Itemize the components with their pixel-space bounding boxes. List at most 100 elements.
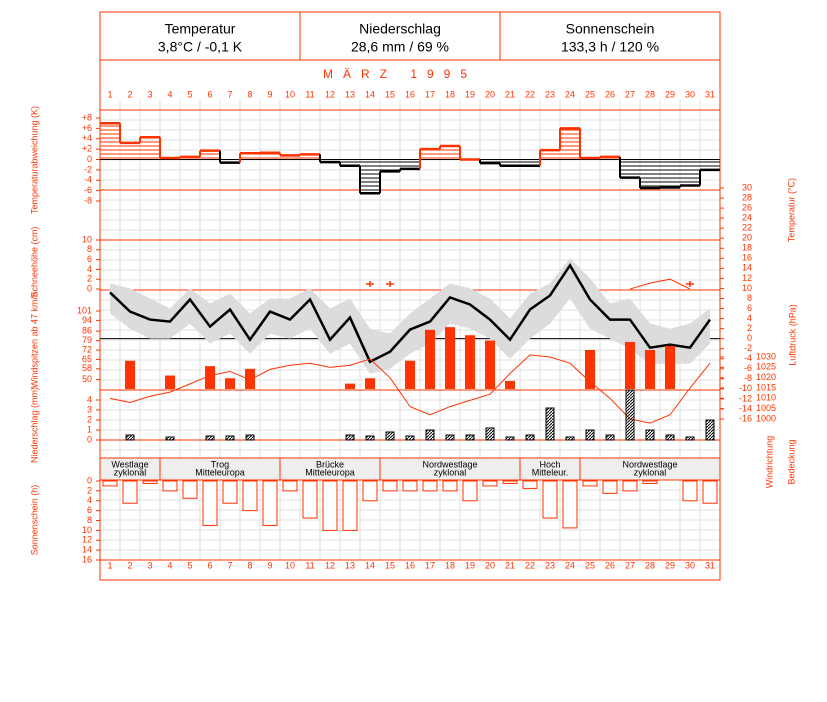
bar: [602, 480, 618, 494]
axis-title: Luftdruck (hPa): [787, 304, 797, 366]
weather-type-label: Hoch: [539, 459, 560, 469]
y-tick-label: 2: [87, 485, 92, 495]
y-tick-label: -4: [744, 353, 752, 363]
bar: [665, 345, 675, 389]
axis-title: Schneehöhe (cm): [29, 226, 39, 297]
deviation-bar: [120, 142, 140, 160]
weather-type-label: Mitteleuropa: [305, 467, 355, 477]
day-label: 20: [485, 89, 495, 99]
deviation-bar: [360, 159, 380, 194]
bar: [645, 429, 655, 441]
y-tick-label: 2: [87, 414, 92, 424]
bar: [682, 480, 698, 502]
y-tick-label: 1020: [756, 372, 776, 382]
day-label: 17: [425, 560, 435, 570]
day-label: 13: [345, 560, 355, 570]
y-tick-label: 6: [747, 303, 752, 313]
bar: [505, 380, 515, 389]
deviation-bar: [220, 159, 240, 163]
y-tick-label: 28: [742, 192, 752, 202]
y-tick-label: 0: [747, 333, 752, 343]
bar: [525, 434, 535, 441]
header-value: 28,6 mm / 69 %: [351, 39, 449, 55]
frame: [99, 11, 721, 581]
deviation-bar: [240, 153, 260, 160]
day-label: 4: [167, 560, 172, 570]
deviation-bar: [640, 159, 660, 189]
deviation-bar: [660, 159, 680, 188]
y-tick-label: 26: [742, 202, 752, 212]
y-tick-label: 65: [82, 354, 92, 364]
day-label: 24: [565, 89, 575, 99]
day-label: 15: [385, 89, 395, 99]
month-title: MÄRZ 1995: [323, 67, 477, 81]
day-label: 4: [167, 89, 172, 99]
deviation-bar: [520, 159, 540, 166]
y-tick-label: 1030: [756, 351, 776, 361]
bar: [242, 480, 258, 512]
y-tick-label: 0: [87, 434, 92, 444]
bar: [505, 436, 515, 441]
deviation-bar: [280, 155, 300, 160]
day-label: 5: [187, 560, 192, 570]
day-label: 10: [285, 89, 295, 99]
day-label: 12: [325, 560, 335, 570]
day-label: 30: [685, 560, 695, 570]
day-label: 31: [705, 89, 715, 99]
y-tick-label: 1005: [756, 403, 776, 413]
day-label: 18: [445, 560, 455, 570]
y-tick-label: 58: [82, 363, 92, 373]
axis-title: Temperaturabweichung (K): [29, 106, 39, 214]
weather-type-label: zyklonal: [434, 467, 467, 477]
deviation-bar: [340, 159, 360, 166]
day-label: 27: [625, 89, 635, 99]
y-tick-label: -8: [84, 195, 92, 205]
y-tick-label: -2: [744, 343, 752, 353]
day-label: 31: [705, 560, 715, 570]
bar: [665, 434, 675, 441]
day-label: 30: [685, 89, 695, 99]
day-label: 3: [147, 560, 152, 570]
day-label: 10: [285, 560, 295, 570]
deviation-bar: [100, 123, 120, 160]
bar: [125, 360, 135, 389]
weather-type-label: Mitteleur.: [532, 467, 569, 477]
deviation-bar: [560, 128, 580, 160]
bar: [625, 341, 635, 389]
y-tick-label: +2: [82, 144, 92, 154]
deviation-bar: [540, 150, 560, 160]
y-tick-label: 1: [87, 424, 92, 434]
data-line: [109, 262, 712, 364]
y-tick-label: 6: [87, 254, 92, 264]
weather-type-label: Trog: [211, 459, 229, 469]
bar: [245, 368, 255, 389]
y-tick-label: +4: [82, 133, 92, 143]
y-tick-label: 2: [87, 274, 92, 284]
y-tick-label: 1025: [756, 362, 776, 372]
day-label: 28: [645, 560, 655, 570]
y-tick-label: +6: [82, 123, 92, 133]
bar: [585, 350, 595, 389]
deviation-bar: [320, 159, 340, 163]
deviation-bar: [260, 152, 280, 160]
day-label: 11: [305, 560, 314, 570]
weather-type-label: Brücke: [316, 459, 344, 469]
bar: [365, 435, 375, 441]
y-tick-label: -6: [84, 185, 92, 195]
bar: [382, 480, 398, 492]
day-label: 13: [345, 89, 355, 99]
deviation-bar: [440, 146, 460, 160]
bar: [345, 383, 355, 389]
bar: [425, 329, 435, 389]
bar: [445, 327, 455, 389]
bar: [545, 407, 555, 441]
y-tick-label: 14: [742, 263, 752, 273]
day-label: 16: [405, 89, 415, 99]
day-label: 7: [227, 560, 232, 570]
bar: [345, 434, 355, 441]
header-title: Sonnenschein: [566, 21, 655, 37]
day-label: 19: [465, 560, 475, 570]
y-tick-label: -10: [739, 383, 752, 393]
deviation-bar: [420, 149, 440, 160]
deviation-bar: [700, 159, 720, 170]
